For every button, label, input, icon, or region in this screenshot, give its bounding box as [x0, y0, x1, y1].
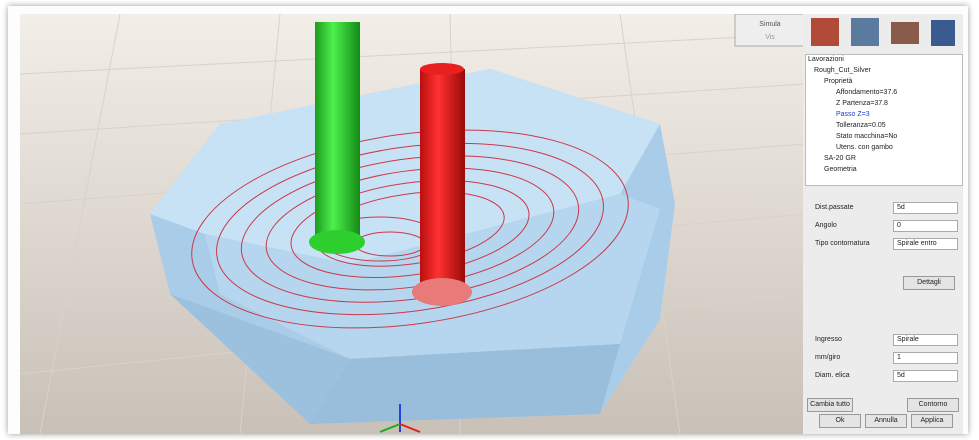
- field-value[interactable]: 1: [893, 352, 958, 364]
- field-value[interactable]: 5d: [893, 370, 958, 382]
- tree-item[interactable]: Stato macchina=No: [836, 133, 898, 140]
- tool-icons: [811, 18, 955, 46]
- sim-button[interactable]: Simula: [759, 21, 781, 28]
- button[interactable]: Contorno: [907, 398, 959, 412]
- side-panel: Lavorazioni Rough_Cut_Silver Proprietà Aff…: [803, 14, 963, 434]
- field-label: Dist.passate: [815, 204, 854, 211]
- tree-item[interactable]: Proprietà: [824, 78, 853, 85]
- tree-item[interactable]: Rough_Cut_Silver: [814, 67, 871, 74]
- 3d-view: Simula Vis: [20, 14, 805, 434]
- field-value[interactable]: 5d: [893, 202, 958, 214]
- tree: Lavorazioni Rough_Cut_Silver Proprietà Aff…: [805, 54, 963, 186]
- field-value[interactable]: 0: [893, 220, 958, 232]
- tree-item[interactable]: Geometria: [824, 166, 857, 173]
- field-label: Angolo: [815, 222, 837, 229]
- field-value[interactable]: Spirale: [893, 334, 958, 346]
- field-label: mm/giro: [815, 354, 841, 361]
- tree-item[interactable]: Passo Z=3: [836, 111, 870, 118]
- tree-item[interactable]: SA-20 GR: [824, 155, 856, 162]
- tree-item[interactable]: Z Partenza=37.8: [836, 100, 888, 107]
- tree-item[interactable]: Affondamento=37.6: [836, 89, 898, 96]
- button[interactable]: Ok: [819, 414, 861, 428]
- button[interactable]: Annulla: [865, 414, 907, 428]
- field-value[interactable]: Spirale entro: [893, 238, 958, 250]
- view-button[interactable]: Vis: [765, 34, 775, 41]
- tree-item[interactable]: Utens. con gambo: [836, 144, 893, 151]
- tree-title: Lavorazioni: [808, 56, 844, 63]
- details-button[interactable]: Dettagli: [903, 276, 955, 290]
- button[interactable]: Applica: [911, 414, 953, 428]
- field-label: Ingresso: [815, 336, 842, 343]
- button[interactable]: Cambia tutto: [807, 398, 853, 412]
- screenshot: Simula Vis Lavorazioni Rough_Cut_Silver P…: [8, 6, 968, 434]
- tree-item[interactable]: Tolleranza=0.05: [836, 122, 886, 129]
- field-label: Tipo contornatura: [815, 240, 870, 247]
- field-label: Diam. elica: [815, 372, 850, 379]
